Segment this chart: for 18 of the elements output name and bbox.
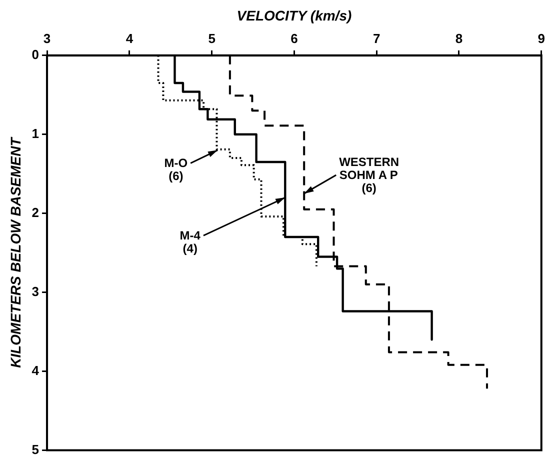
y-tick-label: 1 [32, 126, 40, 141]
x-tick-label: 9 [538, 31, 545, 46]
x-tick-label: 4 [126, 31, 134, 46]
y-axis-title: KILOMETERS BELOW BASEMENT [7, 136, 24, 368]
x-tick-label: 3 [43, 31, 51, 46]
x-axis-title: VELOCITY (km/s) [236, 7, 352, 24]
annotation: M-4 (4) [180, 228, 201, 256]
annotation: M-O (6) [164, 156, 188, 183]
x-tick-label: 8 [455, 31, 463, 46]
x-tick-label: 5 [208, 31, 216, 46]
y-tick-label: 3 [32, 284, 40, 299]
y-tick-label: 2 [32, 204, 40, 220]
y-tick-label: 0 [32, 46, 40, 62]
x-tick-label: 6 [290, 31, 298, 46]
y-tick-label: 4 [32, 362, 40, 378]
y-tick-label: 5 [32, 442, 40, 457]
annotation: WESTERN SOHM A P (6) [339, 154, 400, 195]
x-tick-label: 7 [372, 31, 380, 46]
